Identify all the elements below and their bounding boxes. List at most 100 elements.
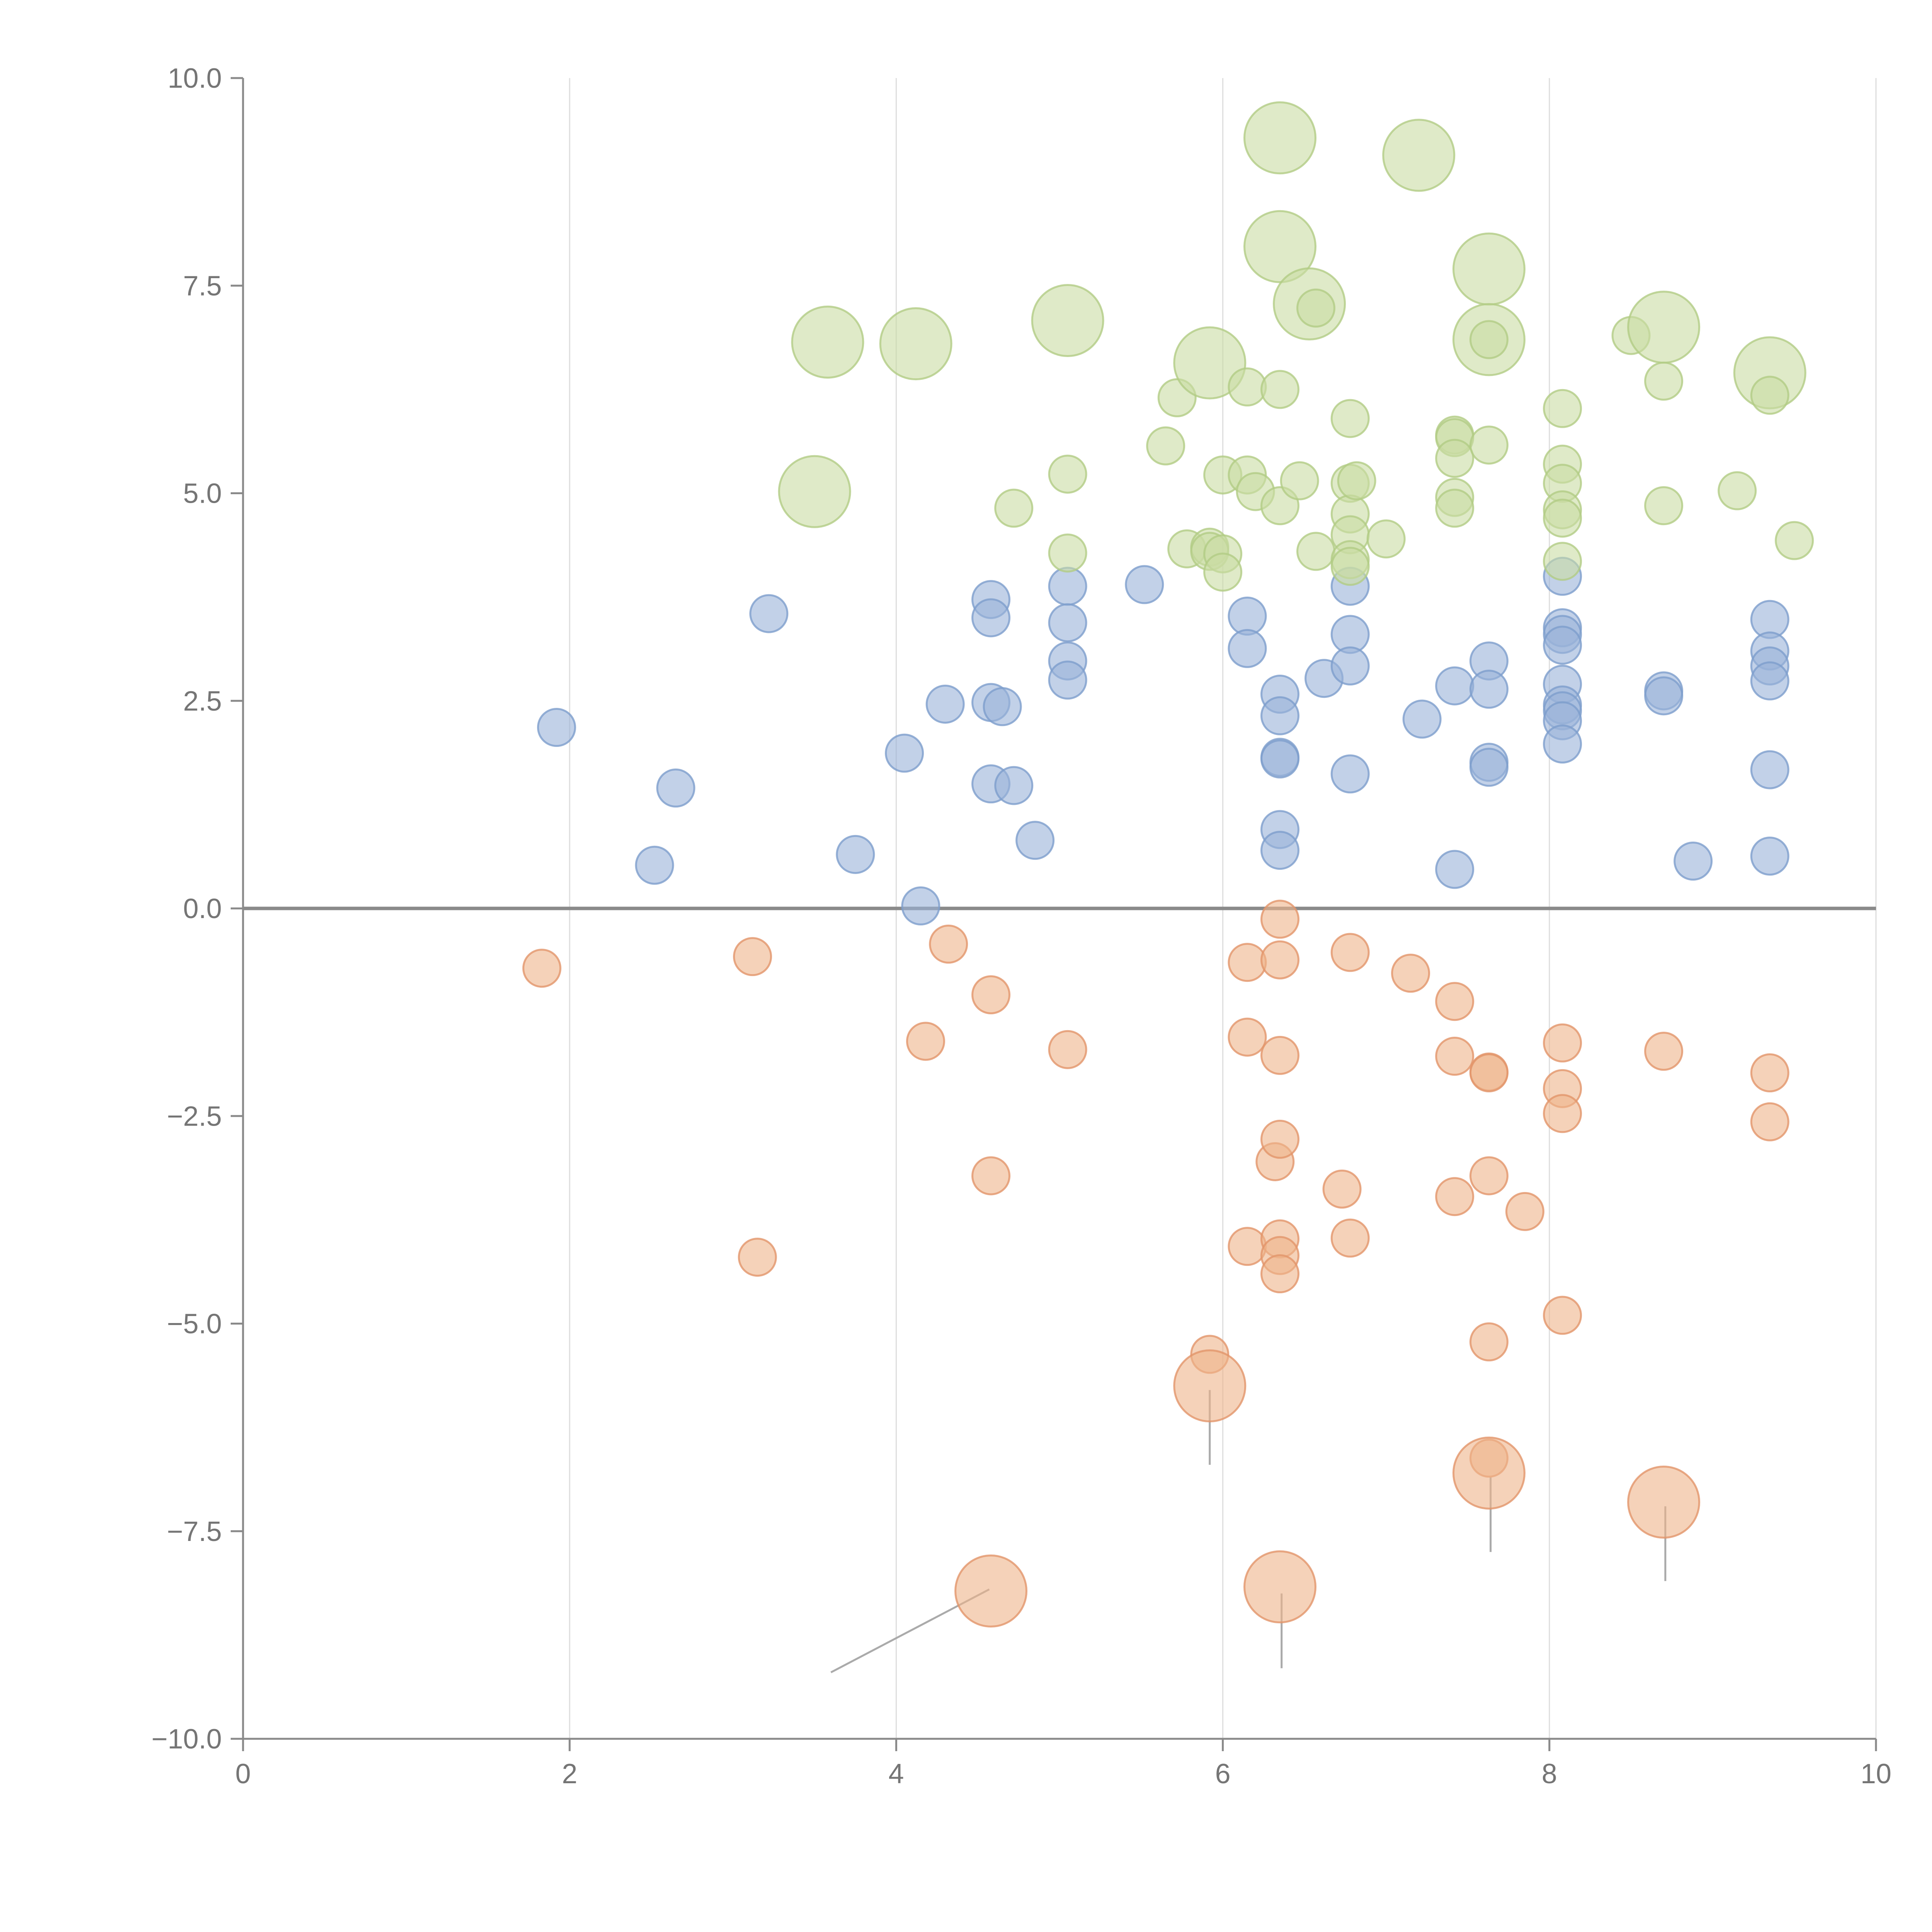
data-point xyxy=(1750,750,1789,789)
y-tick-label: −7.5 xyxy=(167,1516,222,1547)
x-tick-label: 4 xyxy=(888,1759,904,1789)
data-point xyxy=(1543,542,1582,581)
x-tick-label: 8 xyxy=(1542,1759,1557,1789)
data-point xyxy=(1435,982,1475,1021)
data-point xyxy=(971,975,1011,1014)
data-point xyxy=(1627,291,1701,364)
y-tick-label: 5.0 xyxy=(183,478,222,509)
data-point xyxy=(1146,426,1185,466)
data-point xyxy=(1750,837,1789,876)
data-point xyxy=(1543,724,1582,764)
data-point xyxy=(1644,486,1684,526)
data-point xyxy=(1330,646,1370,685)
data-point xyxy=(1435,850,1475,889)
y-tick-label: 10.0 xyxy=(168,63,222,94)
y-tick-label: −5.0 xyxy=(167,1309,222,1340)
data-point xyxy=(522,949,561,988)
data-point xyxy=(1337,461,1376,500)
data-point xyxy=(1203,553,1243,592)
data-point xyxy=(1435,1037,1475,1076)
data-point xyxy=(1228,629,1267,668)
data-point xyxy=(1330,933,1370,972)
x-tick-label: 2 xyxy=(562,1759,577,1789)
y-tick-label: −10.0 xyxy=(151,1724,222,1755)
data-point xyxy=(1469,425,1509,465)
data-point xyxy=(1469,670,1509,709)
data-point xyxy=(1330,1218,1370,1258)
series-0 xyxy=(537,556,1789,926)
data-point xyxy=(901,886,940,926)
data-point xyxy=(879,307,952,381)
data-point xyxy=(1452,1436,1526,1510)
y-tick-label: −2.5 xyxy=(167,1101,222,1132)
data-point xyxy=(1048,533,1087,573)
data-point xyxy=(994,766,1034,805)
data-point xyxy=(1391,954,1430,993)
data-point xyxy=(1543,1094,1582,1133)
data-point xyxy=(791,305,864,379)
data-point xyxy=(1627,1466,1701,1539)
data-point xyxy=(1435,439,1475,478)
data-point xyxy=(537,708,576,747)
data-point xyxy=(1322,1169,1362,1209)
x-tick-label: 6 xyxy=(1215,1759,1231,1789)
data-point xyxy=(1015,821,1055,860)
data-point xyxy=(1382,119,1456,192)
data-point xyxy=(929,924,968,964)
data-point xyxy=(1048,660,1087,700)
data-point xyxy=(733,937,772,976)
data-point xyxy=(1243,210,1317,283)
data-point xyxy=(1228,367,1267,406)
data-point xyxy=(1452,232,1526,306)
data-point xyxy=(1469,1053,1509,1093)
axes: −10.0 −7.5 −5.0 −2.5 0.0 2.5 5.0 7.5 10.0 0 2 4 6 8 10 xyxy=(151,63,1891,1789)
data-point xyxy=(1296,288,1335,328)
data-point xyxy=(1543,1023,1582,1063)
series-2 xyxy=(778,101,1814,592)
data-point xyxy=(1469,320,1509,359)
data-point xyxy=(1243,101,1317,175)
x-tick-label: 0 xyxy=(235,1759,251,1789)
data-point xyxy=(1260,1119,1300,1159)
data-point xyxy=(1644,1032,1684,1071)
data-point xyxy=(1280,461,1319,500)
data-point xyxy=(1260,831,1300,870)
data-point xyxy=(885,733,924,773)
data-point xyxy=(1260,900,1300,939)
data-point xyxy=(1543,389,1582,428)
data-point xyxy=(906,1022,945,1061)
data-point xyxy=(635,845,674,885)
data-point xyxy=(1228,1227,1267,1266)
data-point xyxy=(1402,699,1442,739)
leader-lines xyxy=(830,1390,1667,1673)
data-point xyxy=(1048,603,1087,643)
data-point xyxy=(1469,1156,1509,1196)
data-point xyxy=(1173,326,1247,400)
data-point xyxy=(1260,739,1300,779)
data-point xyxy=(1048,454,1087,494)
data-point xyxy=(971,1156,1011,1196)
data-point xyxy=(1469,748,1509,787)
data-point xyxy=(1435,488,1475,528)
data-point xyxy=(1228,1017,1267,1057)
data-point xyxy=(1048,566,1087,606)
data-point xyxy=(1718,471,1757,510)
data-point xyxy=(1775,521,1814,560)
data-point xyxy=(1330,399,1370,438)
data-point xyxy=(1243,1550,1317,1624)
data-point xyxy=(954,1554,1028,1628)
data-point xyxy=(1505,1192,1544,1231)
data-point xyxy=(994,488,1034,528)
data-point xyxy=(749,594,789,633)
data-point xyxy=(1330,547,1370,586)
data-point xyxy=(738,1238,777,1277)
data-series xyxy=(522,101,1814,1628)
data-point xyxy=(1543,1296,1582,1335)
data-point xyxy=(1125,565,1164,604)
y-tick-label: 7.5 xyxy=(183,270,222,301)
data-point xyxy=(1673,842,1713,881)
y-tick-label: 2.5 xyxy=(183,686,222,717)
data-point xyxy=(1750,1053,1789,1093)
data-point xyxy=(836,835,875,874)
